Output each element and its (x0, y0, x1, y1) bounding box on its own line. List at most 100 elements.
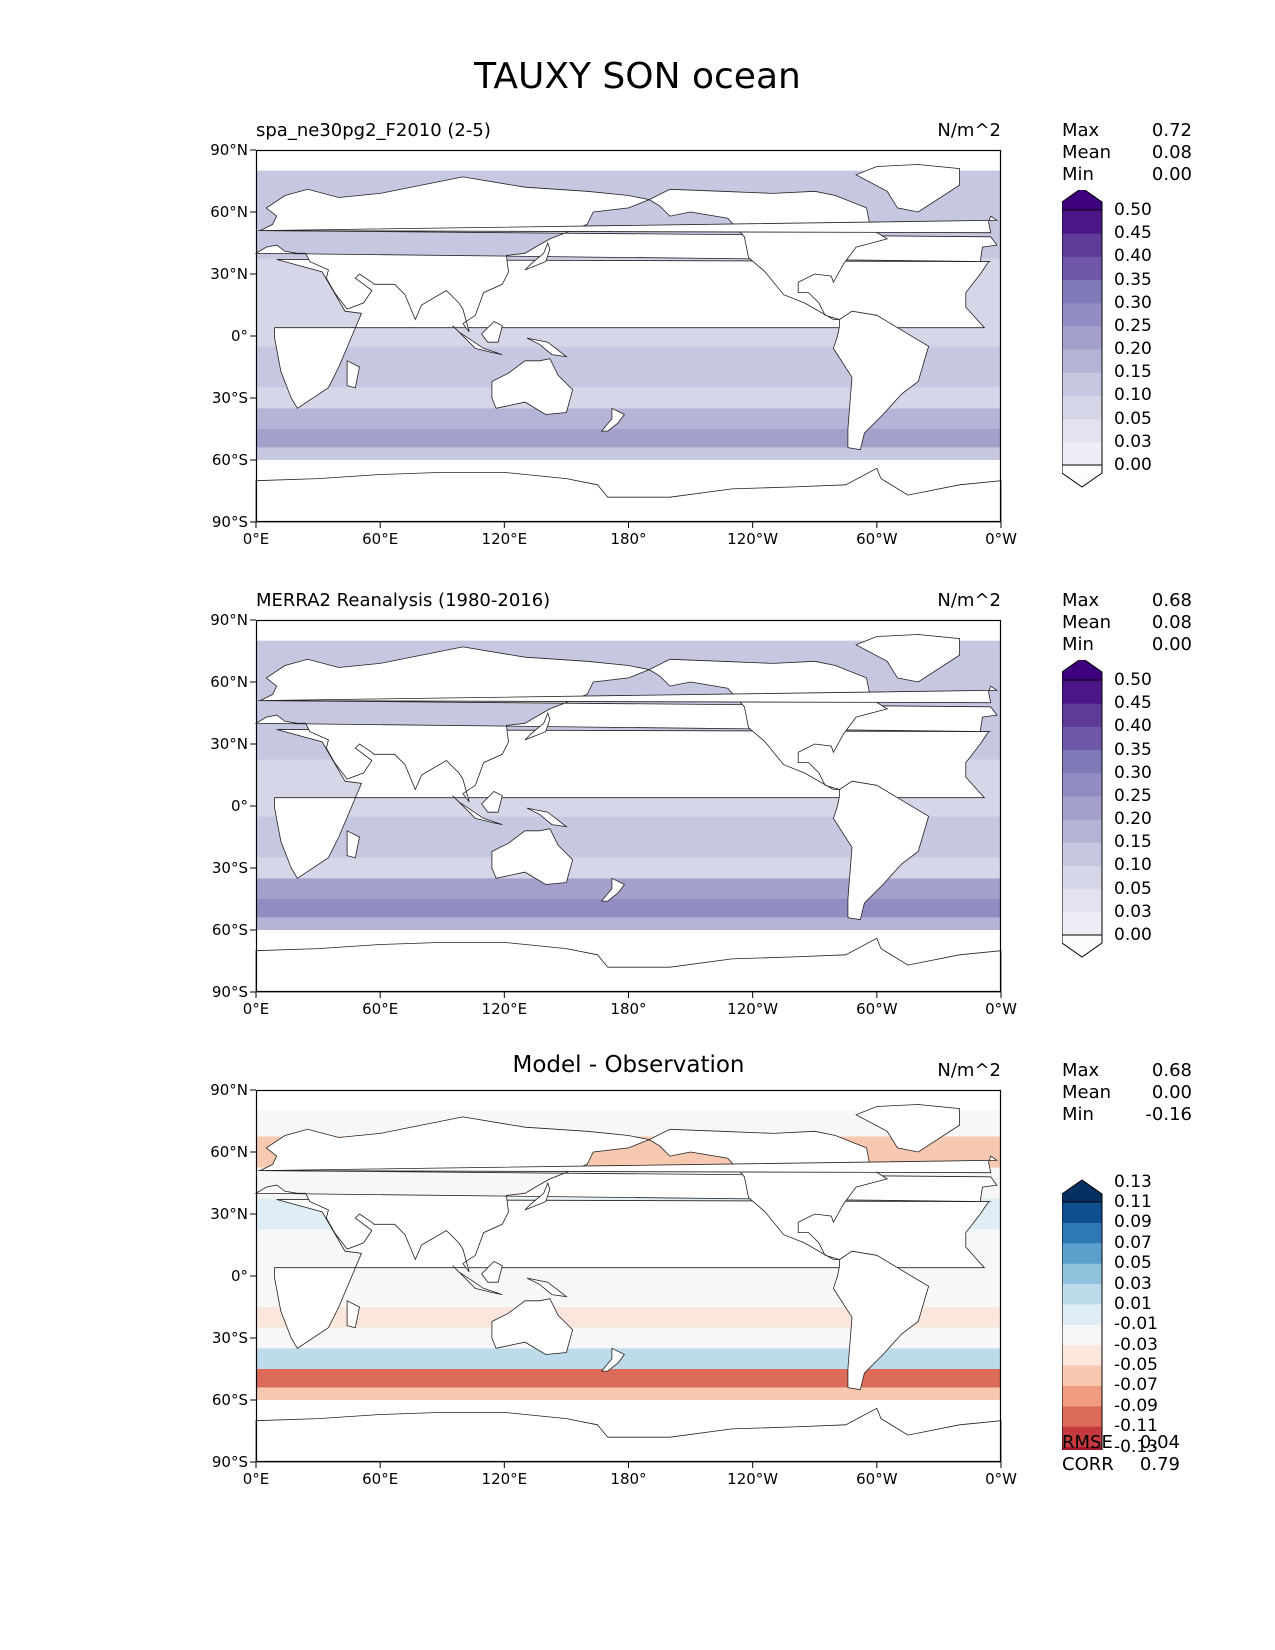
colorbar-tick-label: 0.03 (1114, 1273, 1152, 1294)
metric-label: CORR (1062, 1454, 1114, 1475)
stats-block: Max 0.68 Mean 0.00 Min -0.16 (1062, 1060, 1192, 1126)
lon-tick-label: 180° (610, 530, 647, 548)
colorbar-segment (1062, 1222, 1102, 1244)
coastline-new-zealand (600, 1347, 626, 1372)
colorbar-tick-label: 0.20 (1114, 809, 1152, 830)
colorbar-tick-label: 0.13 (1114, 1171, 1152, 1192)
lon-tick-label: 120°W (727, 1000, 779, 1018)
stat-label: Max (1062, 120, 1100, 141)
colorbar-tick-label: 0.45 (1114, 693, 1152, 714)
stat-mean: Mean 0.08 (1062, 142, 1192, 164)
colorbar (1062, 190, 1103, 488)
metric-value: 0.04 (1139, 1432, 1180, 1453)
lon-tick-label: 60°W (856, 1000, 898, 1018)
coastline-greenland (855, 634, 960, 683)
colorbar-segment (1062, 1303, 1102, 1325)
colorbar-segment (1062, 842, 1102, 866)
colorbar-segment (1062, 372, 1102, 396)
metrics-block: RMSE 0.04 CORR 0.79 (1062, 1432, 1180, 1476)
colorbar-tick-label: 0.05 (1114, 878, 1152, 899)
zonal-band--20 (256, 837, 1001, 858)
coastline-new-guinea (526, 337, 568, 358)
colorbar-tick-label: -0.09 (1114, 1395, 1158, 1416)
colorbar-tick-label: 0.35 (1114, 739, 1152, 760)
colorbar-tick-label: 0.25 (1114, 785, 1152, 806)
coastline-indonesia (452, 325, 503, 355)
coastline-antarctica (255, 937, 1002, 993)
map-panel-3: Model - Observation N/m^2 90°N 60°N 30°N 0° 30… (0, 1052, 1275, 1520)
coastline-uk (258, 215, 999, 234)
lat-tick-label: 90°S (211, 1453, 248, 1471)
colorbar-tick-label: 0.15 (1114, 832, 1152, 853)
colorbar (1062, 660, 1103, 958)
colorbar-segment (1062, 1324, 1102, 1346)
colorbar-segment (1062, 302, 1102, 327)
zonal-band--40 (256, 408, 1001, 429)
colorbar-tick-label: -0.05 (1114, 1355, 1158, 1376)
colorbar-tick-label: 0.40 (1114, 716, 1152, 737)
colorbar-tick-label: 0.25 (1114, 315, 1152, 336)
lat-tick-label: 60°N (210, 203, 248, 221)
coastline-south-america (832, 1250, 930, 1391)
lat-tick-label: 30°N (210, 1205, 248, 1223)
stat-max: Max 0.68 (1062, 1060, 1192, 1082)
coastline-borneo (481, 791, 503, 813)
colorbar-segment (1062, 1426, 1102, 1448)
colorbar-segment (1062, 772, 1102, 797)
panel-title: spa_ne30pg2_F2010 (2-5) (256, 120, 491, 141)
stat-min: Min -0.16 (1062, 1104, 1192, 1126)
colorbar-segment (1062, 1365, 1102, 1386)
lon-tick-label: 0°E (242, 1470, 270, 1488)
lon-tick-label: 180° (610, 1000, 647, 1018)
colorbar-segment (1062, 1202, 1102, 1223)
coastline-antarctica (255, 1407, 1002, 1463)
stat-value: 0.08 (1151, 142, 1192, 163)
zonal-band--10 (256, 346, 1001, 367)
coastline-uk (258, 1155, 999, 1174)
colorbar-segment (1062, 795, 1102, 820)
lon-tick-label: 120°E (481, 1000, 528, 1018)
panel-title: MERRA2 Reanalysis (1980-2016) (256, 590, 551, 611)
lat-tick-label: 60°N (210, 1143, 248, 1161)
coastline-australia (491, 1298, 574, 1355)
metric-label: RMSE (1062, 1432, 1113, 1453)
colorbar-tick-label: 0.05 (1114, 408, 1152, 429)
stat-max: Max 0.72 (1062, 120, 1192, 142)
lon-tick-label: 60°W (856, 1470, 898, 1488)
metric-value: 0.79 (1139, 1454, 1180, 1475)
colorbar-segment (1062, 233, 1102, 257)
lon-tick-label: 180° (610, 1470, 647, 1488)
colorbar-tick-label: 0.07 (1114, 1232, 1152, 1253)
coastline-uk (258, 685, 999, 704)
coastline-new-zealand (600, 407, 626, 432)
stat-value: 0.00 (1151, 1082, 1192, 1103)
colorbar-segment (1062, 888, 1102, 913)
lon-tick-label: 60°E (362, 1000, 399, 1018)
colorbar-segment (1062, 279, 1102, 304)
colorbar-tick-label: 0.50 (1114, 200, 1152, 220)
colorbar-tick-label: 0.10 (1114, 855, 1152, 876)
coastline-greenland (855, 1104, 960, 1153)
stat-label: Min (1062, 164, 1094, 185)
map-panel-1: spa_ne30pg2_F2010 (2-5) N/m^2 90°N 60°N 30°N… (0, 120, 1275, 580)
colorbar-tick-label: 0.30 (1114, 292, 1152, 313)
colorbar-tick-label: 0.00 (1114, 455, 1152, 475)
coastline-north-america (648, 188, 889, 320)
stat-mean: Mean 0.00 (1062, 1082, 1192, 1104)
lat-tick-label: 90°S (211, 983, 248, 1001)
zonal-band--50 (256, 429, 1001, 448)
stats-block: Max 0.72 Mean 0.08 Min 0.00 (1062, 120, 1192, 186)
colorbar-segment (1062, 210, 1102, 234)
zonal-band--30 (256, 1327, 1001, 1349)
zonal-band--30 (256, 387, 1001, 409)
lon-tick-label: 60°W (856, 530, 898, 548)
colorbar-extend-max (1062, 190, 1103, 211)
map-plot-area (250, 1089, 1002, 1468)
lat-tick-label: 90°S (211, 513, 248, 531)
colorbar-segment (1062, 819, 1102, 843)
coastline-new-guinea (526, 1277, 568, 1298)
lat-tick-label: 60°S (211, 1391, 248, 1409)
colorbar-tick-label: -0.01 (1114, 1314, 1158, 1335)
lat-tick-label: 30°S (211, 389, 248, 407)
coastline-japan (524, 711, 551, 741)
